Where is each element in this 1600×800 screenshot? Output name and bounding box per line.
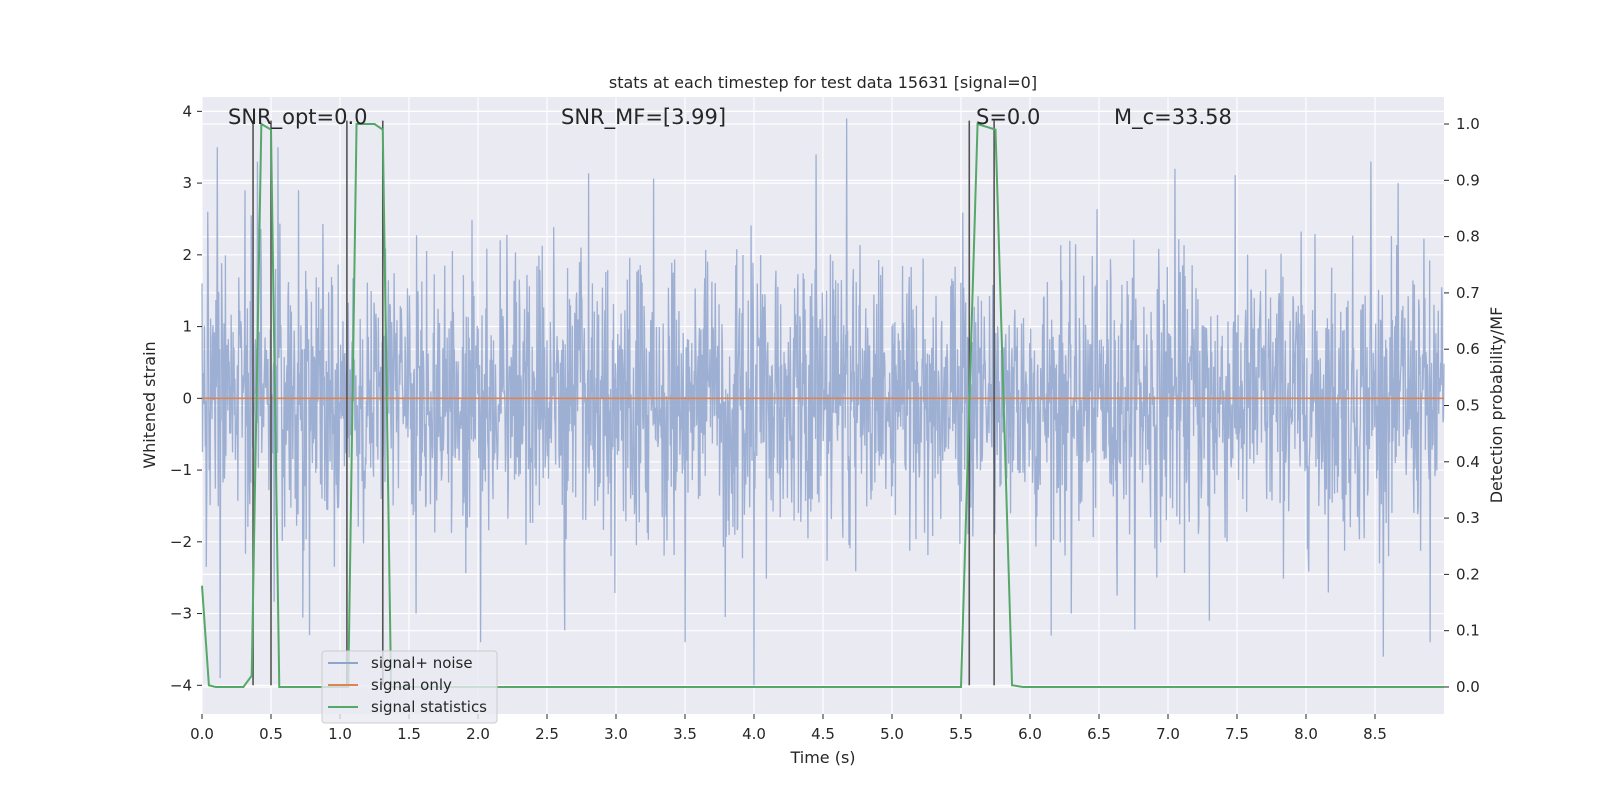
y-tick-label: −2: [170, 533, 192, 551]
x-tick-label: 6.0: [1018, 725, 1042, 743]
y-axis-ticks: −4 −3 −2 −1 0 1 2 3 4: [170, 102, 202, 694]
legend: signal+ noise signal only signal statist…: [321, 650, 498, 724]
y2-axis-label: Detection probability/MF: [1487, 307, 1506, 504]
x-tick-label: 8.0: [1294, 725, 1318, 743]
x-tick-label: 4.5: [811, 725, 835, 743]
y2-tick-label: 0.6: [1456, 340, 1480, 358]
x-tick-label: 1.5: [397, 725, 421, 743]
legend-label-noise: signal+ noise: [371, 654, 473, 672]
annotation-s: S=0.0: [976, 105, 1040, 129]
x-tick-label: 3.5: [673, 725, 697, 743]
y2-tick-label: 0.2: [1456, 565, 1480, 583]
annotation-mc: M_c=33.58: [1114, 105, 1232, 130]
x-tick-label: 3.0: [604, 725, 628, 743]
y-tick-label: 0: [182, 389, 192, 407]
y2-tick-label: 0.0: [1456, 678, 1480, 696]
y-tick-label: 3: [182, 174, 192, 192]
y-tick-label: 1: [182, 318, 192, 336]
y2-tick-label: 0.4: [1456, 453, 1480, 471]
y-axis-label: Whitened strain: [140, 341, 159, 468]
x-axis-ticks: 0.0 0.5 1.0 1.5 2.0 2.5 3.0 3.5 4.0 4.5 5.0 5.5 6.0 6…: [190, 714, 1387, 743]
y2-tick-label: 0.9: [1456, 171, 1480, 189]
x-tick-label: 2.5: [535, 725, 559, 743]
annotations: SNR_opt=0.0 SNR_MF=[3.99] S=0.0 M_c=33.5…: [228, 105, 1232, 130]
x-tick-label: 1.0: [328, 725, 352, 743]
y2-tick-label: 0.3: [1456, 509, 1480, 527]
y-tick-label: 2: [182, 246, 192, 264]
y-tick-label: 4: [182, 102, 192, 120]
chart-title: stats at each timestep for test data 156…: [609, 73, 1037, 92]
signal-noise-line: [201, 118, 1445, 686]
y2-axis-ticks: 0.0 0.1 0.2 0.3 0.4 0.5 0.6 0.7 0.8 0.9 1.0: [1444, 115, 1480, 696]
x-axis-label: Time (s): [789, 748, 855, 767]
x-tick-label: 4.0: [742, 725, 766, 743]
x-tick-label: 0.5: [259, 725, 283, 743]
x-tick-label: 2.0: [466, 725, 490, 743]
x-tick-label: 7.0: [1156, 725, 1180, 743]
x-tick-label: 5.0: [880, 725, 904, 743]
x-tick-label: 7.5: [1225, 725, 1249, 743]
x-tick-label: 0.0: [190, 725, 214, 743]
signal-statistics-line: [201, 122, 1444, 688]
x-tick-label: 6.5: [1087, 725, 1111, 743]
y2-tick-label: 0.5: [1456, 397, 1480, 415]
signal-statistics-series: [201, 122, 1444, 688]
y-tick-label: −3: [170, 605, 192, 623]
y2-tick-label: 0.1: [1456, 622, 1480, 640]
annotation-snr-mf: SNR_MF=[3.99]: [561, 105, 726, 130]
y-tick-label: −4: [170, 676, 192, 694]
y2-tick-label: 0.7: [1456, 284, 1480, 302]
y2-tick-label: 1.0: [1456, 115, 1480, 133]
legend-label-statistics: signal statistics: [371, 698, 487, 716]
y2-tick-label: 0.8: [1456, 228, 1480, 246]
legend-label-signal-only: signal only: [371, 676, 452, 694]
annotation-snr-opt: SNR_opt=0.0: [228, 105, 368, 130]
x-tick-label: 5.5: [949, 725, 973, 743]
legend-box: [321, 650, 498, 724]
signal-noise-series: [201, 118, 1445, 686]
y-tick-label: −1: [170, 461, 192, 479]
x-tick-label: 8.5: [1363, 725, 1387, 743]
